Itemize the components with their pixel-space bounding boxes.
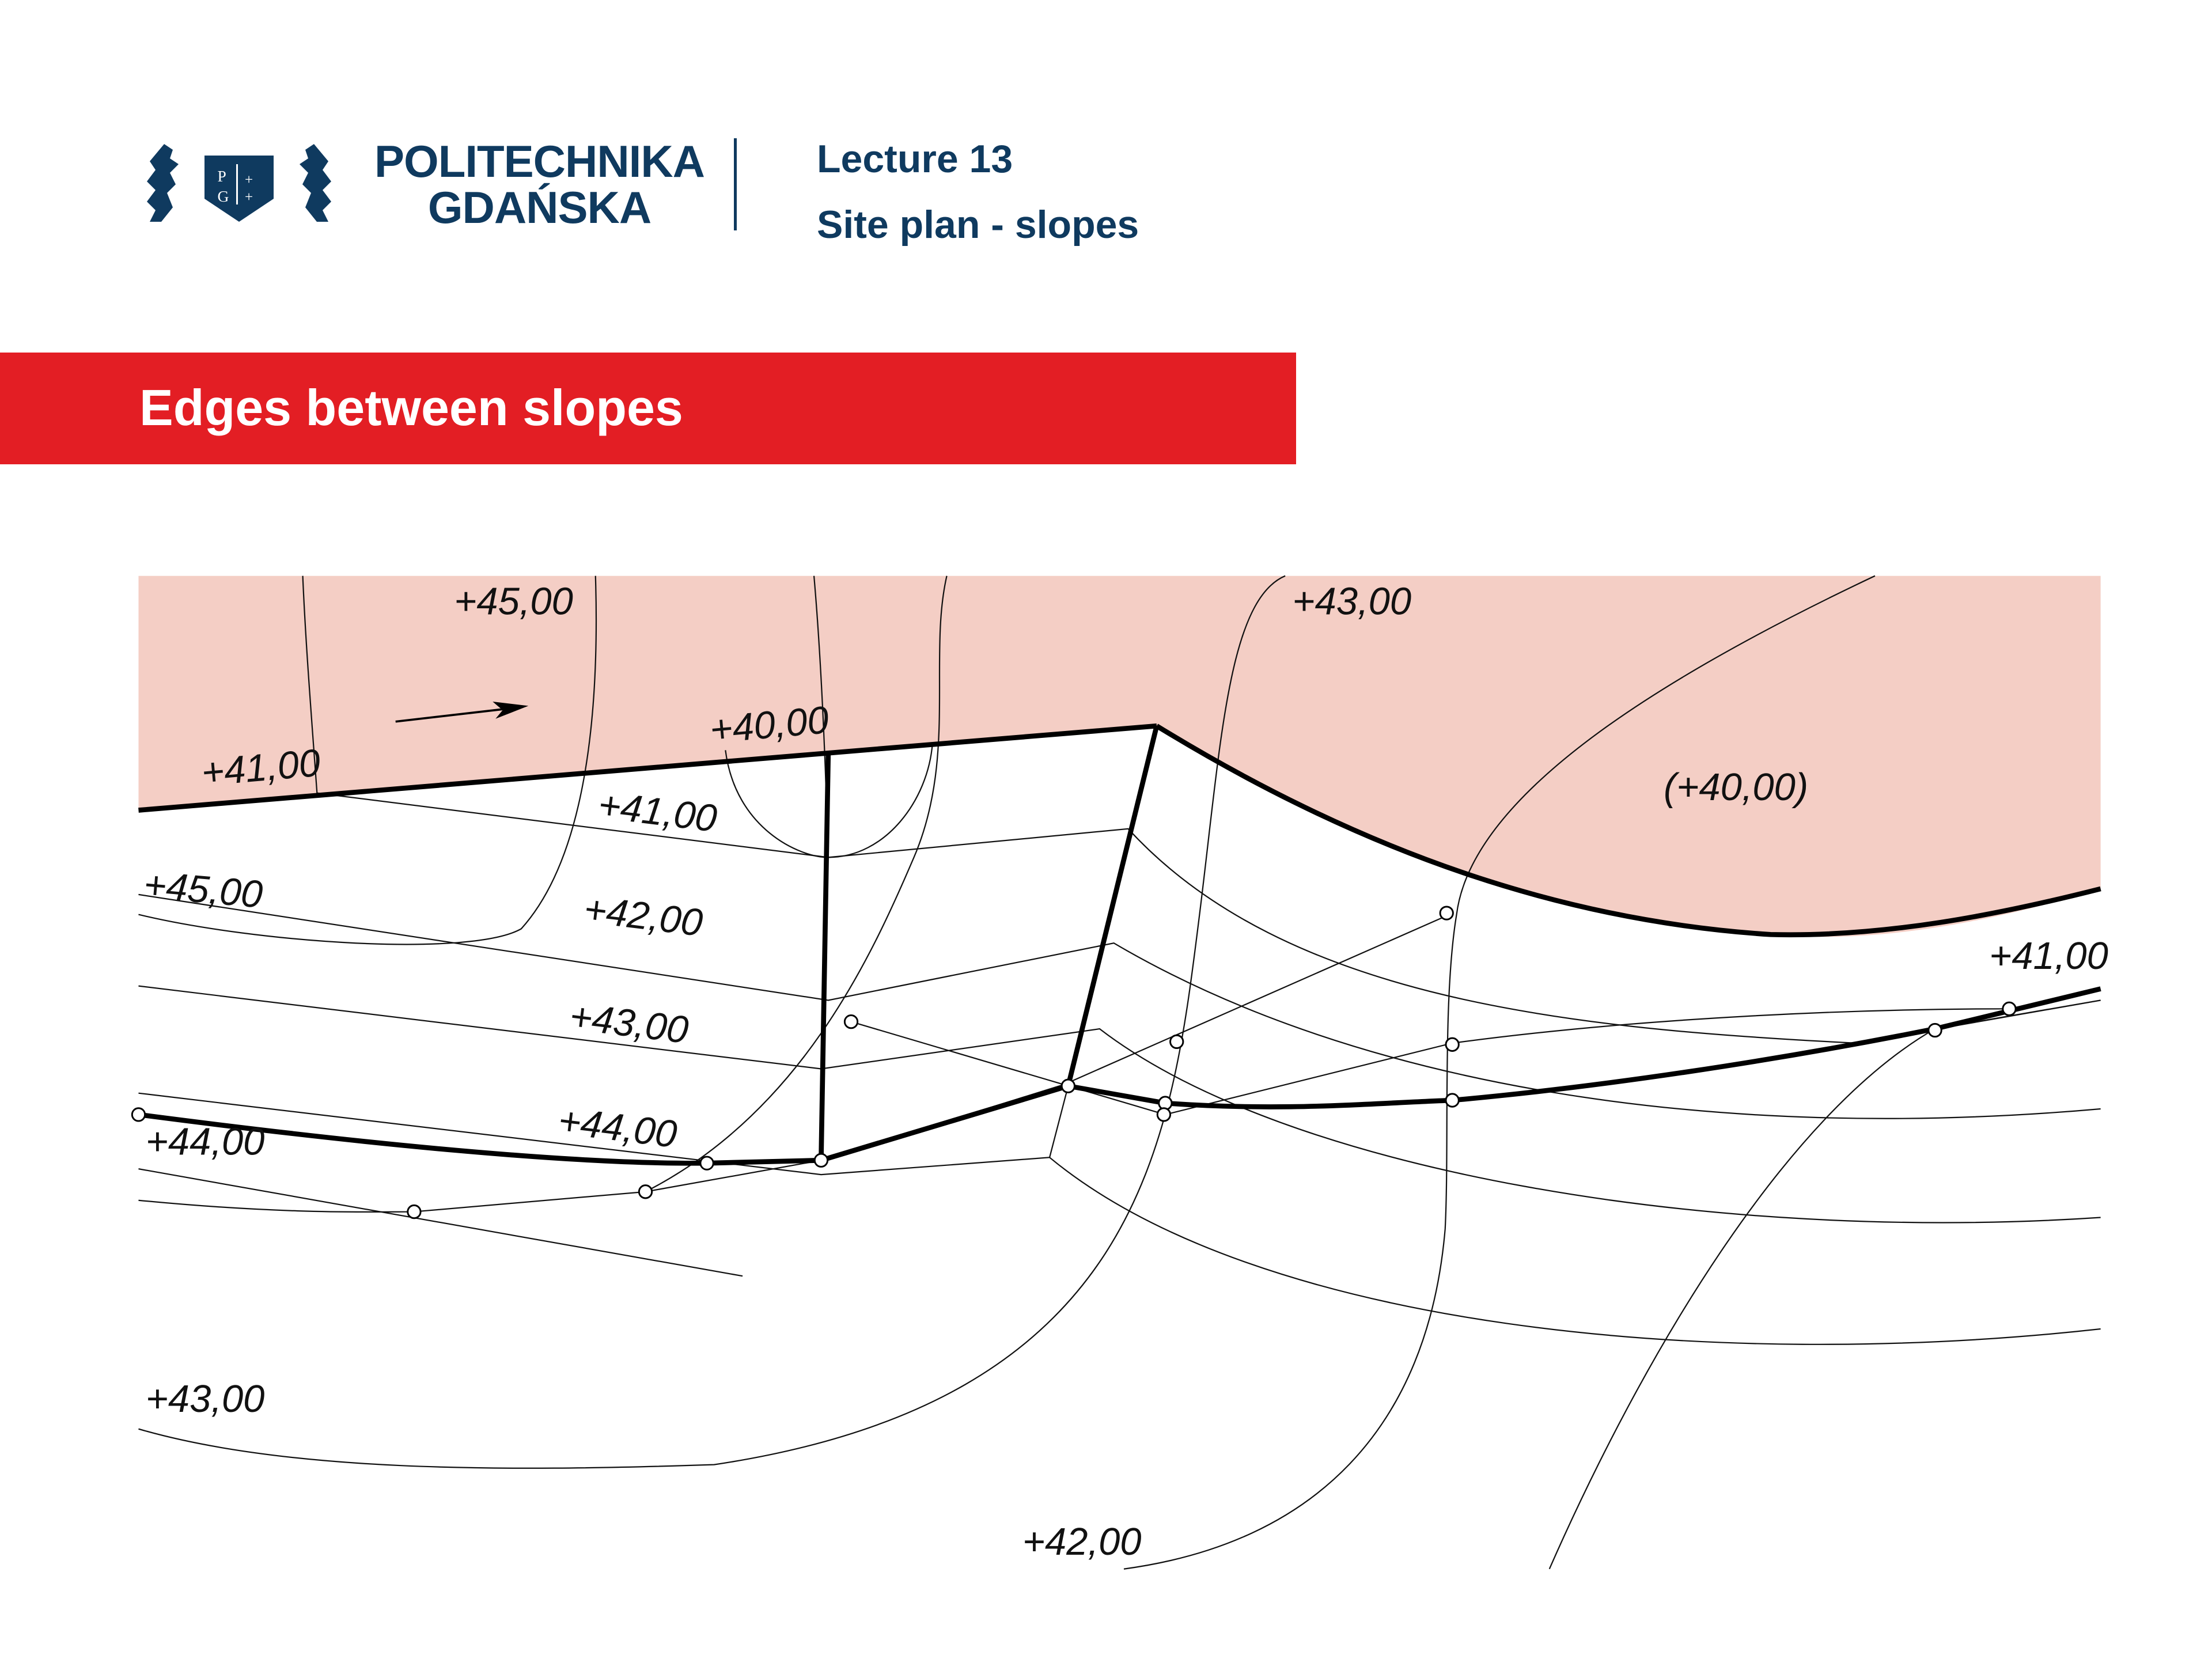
label-edge-41-left: +41,00 xyxy=(200,741,322,795)
edge-nodes xyxy=(131,906,2017,1219)
header-divider xyxy=(734,138,737,230)
label-left-45: +45,00 xyxy=(142,863,264,916)
svg-text:G: G xyxy=(218,187,229,205)
header: P G + + POLITECHNIKA GDAŃSKA Lecture 13 … xyxy=(0,0,2212,346)
slope-edges xyxy=(138,723,2101,1166)
label-top-45: +45,00 xyxy=(454,580,573,623)
lecture-info: Lecture 13 Site plan - slopes xyxy=(817,138,1139,245)
section-title: Edges between slopes xyxy=(139,379,683,436)
label-bottom-43: +43,00 xyxy=(146,1377,265,1421)
section-banner: Edges between slopes xyxy=(0,353,1296,464)
lecture-number: Lecture 13 xyxy=(817,137,1013,181)
svg-text:P: P xyxy=(218,167,226,185)
brand-line-2: GDAŃSKA xyxy=(427,182,652,233)
label-area-40: (+40,00) xyxy=(1664,766,1808,809)
label-slope-43: +43,00 xyxy=(567,994,691,1052)
university-name: POLITECHNIKA GDAŃSKA xyxy=(374,136,705,233)
brand-line-1: POLITECHNIKA xyxy=(374,136,705,187)
label-right-41: +41,00 xyxy=(1989,934,2108,978)
label-slope-41: +41,00 xyxy=(596,783,719,840)
excavation-area-fill xyxy=(138,575,2101,937)
svg-text:+: + xyxy=(245,190,253,205)
label-slope-44: +44,00 xyxy=(556,1099,679,1157)
university-crest-icon: P G + + xyxy=(147,144,331,222)
label-edge-40: +40,00 xyxy=(708,698,830,752)
label-slope-42: +42,00 xyxy=(582,887,705,945)
label-bottom-42: +42,00 xyxy=(1022,1520,1142,1563)
label-left-44: +44,00 xyxy=(146,1120,265,1163)
slope-direction-arrow-icon xyxy=(395,701,529,723)
svg-text:+: + xyxy=(245,172,253,188)
label-top-43: +43,00 xyxy=(1293,580,1412,623)
lecture-subtitle: Site plan - slopes xyxy=(817,203,1139,247)
